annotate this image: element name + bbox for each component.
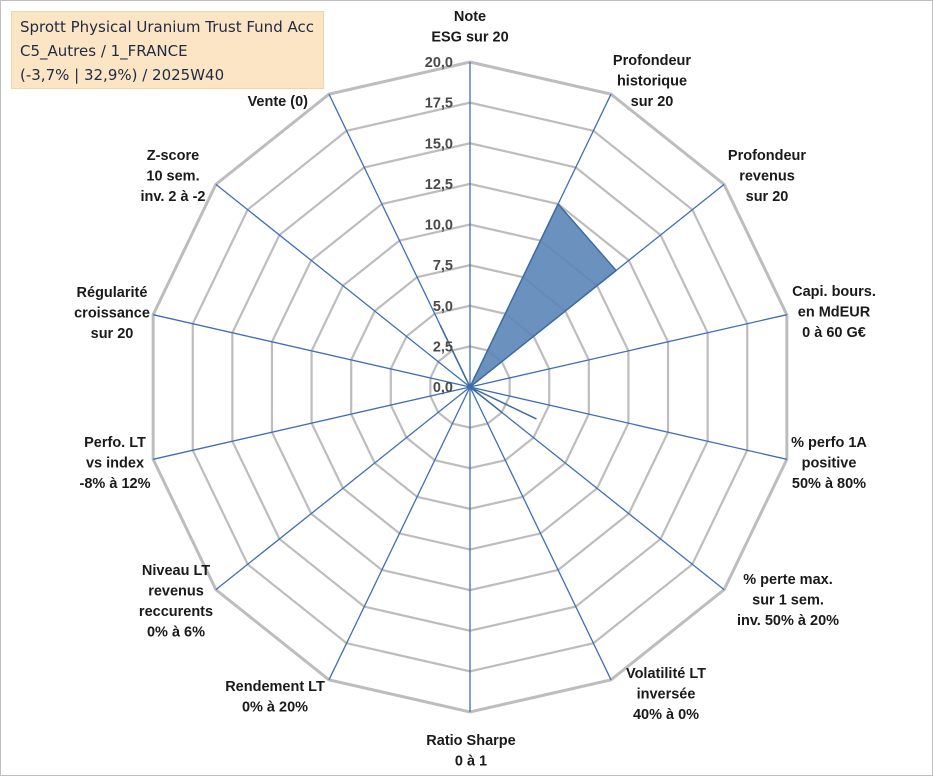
axis-label-3: Capi. bours. en MdEUR 0 à 60 G€ (792, 284, 876, 341)
tick-label: 12,5 (425, 177, 453, 193)
radar-spoke-3 (469, 314, 787, 388)
tick-label: 17,5 (425, 96, 453, 112)
axis-label-2: Profondeur revenus sur 20 (728, 148, 806, 205)
fund-category: C5_Autres / 1_FRANCE (20, 42, 188, 60)
tick-label: 20,0 (425, 55, 453, 71)
radar-tick-labels: 0,0 2,5 5,0 7,5 10,0 12,5 15,0 17,5 20,0 (425, 55, 453, 396)
tick-label: 7,5 (433, 258, 453, 274)
fund-name: Sprott Physical Uranium Trust Fund Acc (20, 18, 314, 36)
series-area (439, 203, 617, 420)
fund-performance-week: (-3,7% | 32,9%) / 2025W40 (20, 66, 225, 84)
axis-label-9: Niveau LT revenus reccurents 0% à 6% (139, 563, 213, 641)
radar-series (439, 203, 617, 420)
axis-label-4: % perfo 1A positive 50% à 80% (791, 435, 867, 492)
axis-label-7: Ratio Sharpe 0 à 1 (426, 733, 515, 770)
fund-info-box: Sprott Physical Uranium Trust Fund Acc C… (11, 11, 324, 89)
axis-label-5: % perte max. sur 1 sem. inv. 50% à 20% (737, 572, 839, 629)
axis-label-0: Note ESG sur 20 (431, 9, 508, 46)
radar-spoke-12 (215, 183, 471, 388)
radar-spoke-5 (469, 386, 725, 591)
radar-spoke-6 (469, 386, 612, 681)
axis-label-8: Rendement LT 0% à 20% (225, 679, 325, 716)
tick-label: 5,0 (433, 299, 453, 315)
radar-spoke-10 (153, 386, 471, 460)
radar-spoke-9 (215, 386, 471, 591)
tick-label: 10,0 (425, 218, 453, 234)
tick-label: 15,0 (425, 136, 453, 152)
axis-label-11: Régularité croissance sur 20 (74, 285, 150, 342)
axis-label-6: Volatilité LT inversée 40% à 0% (626, 666, 706, 723)
axis-label-12: Z-score 10 sem. inv. 2 à -2 (140, 148, 205, 205)
tick-label: 0,0 (433, 380, 453, 396)
axis-label-10: Perfo. LT vs index -8% à 12% (80, 435, 151, 492)
axis-label-1: Profondeur historique sur 20 (613, 53, 691, 110)
radar-spoke-8 (328, 386, 471, 681)
tick-label: 2,5 (433, 339, 453, 355)
radar-spoke-11 (153, 314, 471, 388)
radar-spoke-4 (469, 386, 787, 460)
